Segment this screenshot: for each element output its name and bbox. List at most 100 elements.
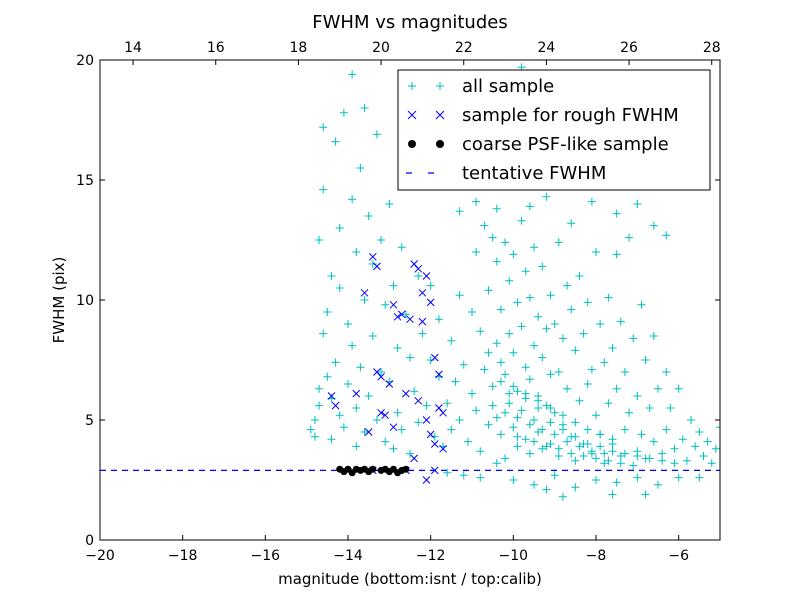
all-sample-point [678,435,687,444]
rough-fwhm-point [364,428,373,436]
all-sample-point [654,384,662,393]
all-sample-point [604,456,613,465]
all-sample-point [496,358,505,367]
all-sample-point [335,284,344,292]
all-sample-point [319,185,328,194]
all-sample-point [509,476,518,484]
all-sample-point [525,420,534,429]
legend-label: coarse PSF-like sample [462,134,669,155]
all-sample-point [550,430,559,439]
all-sample-point [501,454,510,463]
top-x-tick-label: 14 [124,40,142,56]
all-sample-point [530,243,538,252]
all-sample-point [480,365,489,374]
all-sample-point [575,396,584,405]
all-sample-point [579,329,588,338]
all-sample-point [484,420,493,429]
rough-fwhm-point [368,252,377,261]
rough-fwhm-point [435,370,443,379]
all-sample-point [513,442,522,451]
rough-fwhm-point [385,380,394,388]
all-sample-point [571,456,580,465]
all-sample-point [658,456,667,465]
all-sample-point [571,483,580,492]
all-sample-point [488,382,497,391]
plot-area [100,63,720,501]
all-sample-point [612,478,621,487]
all-sample-point [629,334,638,343]
all-sample-point [319,123,328,132]
all-sample-point [608,447,617,456]
all-sample-point [546,418,555,427]
all-sample-point [666,404,675,412]
all-sample-point [443,468,452,477]
all-sample-point [633,392,642,400]
all-sample-point [616,317,625,326]
rough-fwhm-point [377,408,385,417]
all-sample-point [505,389,514,398]
all-sample-point [513,387,522,396]
all-sample-point [377,236,386,244]
all-sample-point [554,368,563,376]
psf-like-point [402,465,410,473]
legend-x-marker [435,110,445,120]
all-sample-point [422,401,431,410]
all-sample-point [662,231,671,240]
all-sample-point [509,382,518,391]
all-sample-point [608,490,617,499]
legend-plus-marker [436,82,444,90]
rough-fwhm-point [439,408,447,417]
all-sample-point [459,471,468,480]
all-sample-point [716,423,720,432]
psf-like-point [369,465,377,473]
all-sample-point [542,401,551,410]
all-sample-point [517,322,526,331]
all-sample-point [604,399,613,408]
all-sample-point [389,281,398,290]
x-tick-label: −20 [85,548,115,564]
all-sample-point [492,339,501,348]
all-sample-point [505,399,514,408]
all-sample-point [563,384,572,393]
axes: −20 −18 −16 −14 −12 −10 −8 −6 14 16 18 20 22 24 26 28 0 5… [76,40,720,564]
all-sample-point [496,305,505,314]
all-sample-point [505,276,514,285]
all-sample-point [397,425,406,434]
all-sample-point [364,212,373,220]
all-sample-point [525,449,534,458]
all-sample-point [364,392,373,400]
y-tick-label: 5 [85,413,94,429]
all-sample-point [335,411,344,420]
all-sample-point [480,221,489,230]
all-sample-point [658,449,667,458]
all-sample-point [550,408,559,417]
all-sample-point [476,327,485,336]
all-sample-point [567,449,576,458]
rough-fwhm-point [389,300,398,309]
all-sample-point [339,108,348,117]
top-x-tick-label: 18 [289,40,307,56]
all-sample-point [629,461,638,470]
all-sample-point [393,344,402,352]
all-sample-point [484,286,493,295]
all-sample-point [492,413,501,422]
all-sample-point [472,197,481,206]
all-sample-point [352,404,361,412]
all-sample-point [310,432,319,441]
all-sample-point [620,425,629,434]
all-sample-point [509,423,518,432]
all-sample-point [360,428,369,436]
all-sample-point [492,257,501,266]
all-sample-point [563,437,572,446]
all-sample-point [377,368,386,376]
series-psf-like [336,465,410,477]
legend-x-marker [407,110,417,120]
all-sample-point [451,377,460,386]
all-sample-point [509,250,518,259]
all-sample-point [670,459,679,468]
rough-fwhm-point [360,288,369,297]
all-sample-point [637,300,646,309]
rough-fwhm-point [414,396,423,405]
all-sample-point [426,281,435,290]
